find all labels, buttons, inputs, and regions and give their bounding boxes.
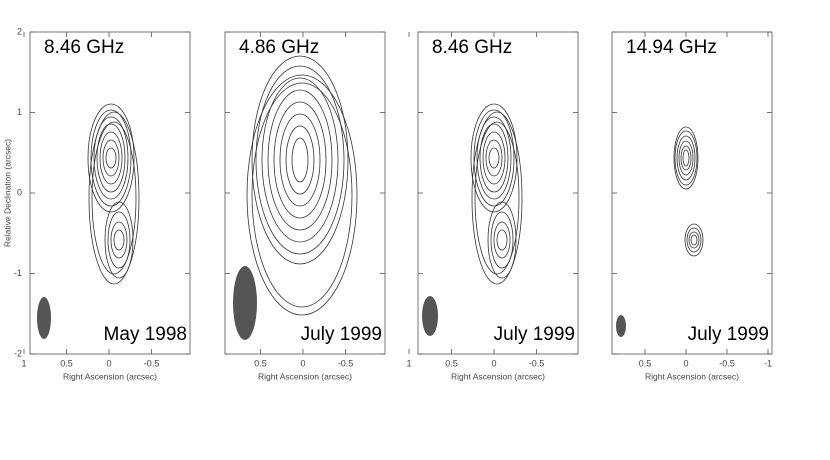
- contour: [493, 221, 511, 259]
- contour: [110, 221, 128, 259]
- x-tick-label: 0.5: [639, 358, 652, 368]
- contour: [476, 116, 512, 200]
- x-tick-label: -0.5: [144, 358, 160, 368]
- y-tick-label: -2: [14, 348, 22, 358]
- contour: [102, 139, 120, 177]
- frequency-label: 14.94 GHz: [626, 37, 717, 58]
- contour: [113, 229, 125, 251]
- beam: [422, 296, 438, 336]
- contour: [490, 211, 514, 269]
- y-tick-label: 1: [17, 107, 22, 117]
- contour: [688, 231, 700, 249]
- x-tick-label: -0.5: [529, 358, 545, 368]
- x-tick-label: 1: [406, 358, 411, 368]
- contour: [255, 65, 345, 255]
- contour: [485, 139, 503, 177]
- contour: [91, 121, 137, 275]
- contour: [487, 201, 517, 279]
- contour: [682, 149, 690, 167]
- contour: [496, 229, 508, 251]
- contour: [96, 123, 126, 193]
- contour: [273, 101, 327, 219]
- beam: [616, 315, 626, 337]
- x-axis-label: Right Ascension (arcsec): [63, 371, 157, 381]
- contour: [251, 82, 353, 308]
- y-tick-label: 0: [17, 187, 22, 197]
- contour: [473, 109, 515, 207]
- contour: [678, 140, 694, 176]
- contour: [684, 223, 704, 257]
- x-tick-label: -1: [764, 358, 772, 368]
- x-tick-label: 0.5: [254, 358, 267, 368]
- contour: [482, 131, 506, 185]
- date-label: July 1999: [301, 324, 382, 345]
- contour: [279, 113, 321, 207]
- contour: [291, 137, 309, 183]
- x-tick-label: 0: [106, 358, 111, 368]
- contour: [93, 116, 129, 200]
- frequency-label: 8.46 GHz: [44, 37, 124, 58]
- contour: [87, 103, 135, 213]
- x-tick-label: -0.5: [338, 358, 354, 368]
- date-label: May 1998: [104, 324, 187, 345]
- beam: [37, 297, 51, 339]
- x-tick-label: 0.5: [445, 358, 458, 368]
- frequency-label: 4.86 GHz: [239, 37, 319, 58]
- contour: [251, 55, 349, 265]
- contour: [285, 125, 315, 195]
- contour: [690, 234, 698, 246]
- contour: [90, 109, 132, 207]
- x-tick-label: 0: [683, 358, 688, 368]
- panel-frame: [29, 31, 191, 355]
- contour: [104, 201, 134, 279]
- contour: [474, 121, 520, 275]
- y-tick-label: 2: [17, 26, 22, 36]
- contour: [107, 211, 131, 269]
- contour: [676, 135, 696, 181]
- date-label: July 1999: [494, 324, 575, 345]
- x-tick-label: 0.5: [60, 358, 73, 368]
- contour: [471, 111, 523, 285]
- contour: [470, 103, 518, 213]
- panel-frame: [611, 31, 773, 355]
- contour: [99, 131, 123, 185]
- contour: [673, 126, 699, 190]
- contour: [674, 130, 698, 186]
- beam: [233, 266, 257, 340]
- contour: [488, 147, 500, 169]
- contour: [479, 123, 509, 193]
- contour: [246, 74, 358, 316]
- x-axis-label: Right Ascension (arcsec): [258, 371, 352, 381]
- contour: [267, 89, 333, 231]
- x-tick-label: -0.5: [719, 358, 735, 368]
- contour: [88, 111, 140, 285]
- contour: [105, 147, 117, 169]
- contour: [261, 77, 339, 243]
- contour: [686, 227, 702, 253]
- frequency-label: 8.46 GHz: [432, 37, 512, 58]
- y-tick-label: -1: [14, 268, 22, 278]
- panel-frame: [417, 31, 579, 355]
- date-label: July 1999: [688, 324, 769, 345]
- x-axis-label: Right Ascension (arcsec): [645, 371, 739, 381]
- contour: [680, 145, 692, 171]
- y-axis-label: Relative Declination (arcsec): [2, 139, 12, 247]
- x-tick-label: 0: [300, 358, 305, 368]
- x-tick-label: 0: [491, 358, 496, 368]
- x-tick-label: 1: [21, 358, 26, 368]
- x-axis-label: Right Ascension (arcsec): [451, 371, 545, 381]
